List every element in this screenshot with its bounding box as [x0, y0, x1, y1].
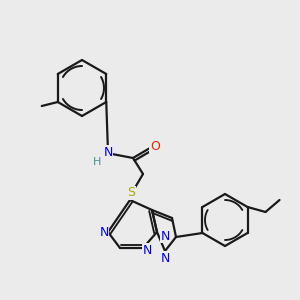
Text: N: N — [103, 146, 113, 158]
Text: O: O — [150, 140, 160, 152]
Text: N: N — [160, 230, 170, 242]
Text: N: N — [142, 244, 152, 256]
Text: S: S — [127, 187, 135, 200]
Text: N: N — [99, 226, 109, 238]
Text: N: N — [160, 251, 170, 265]
Text: H: H — [93, 157, 101, 167]
